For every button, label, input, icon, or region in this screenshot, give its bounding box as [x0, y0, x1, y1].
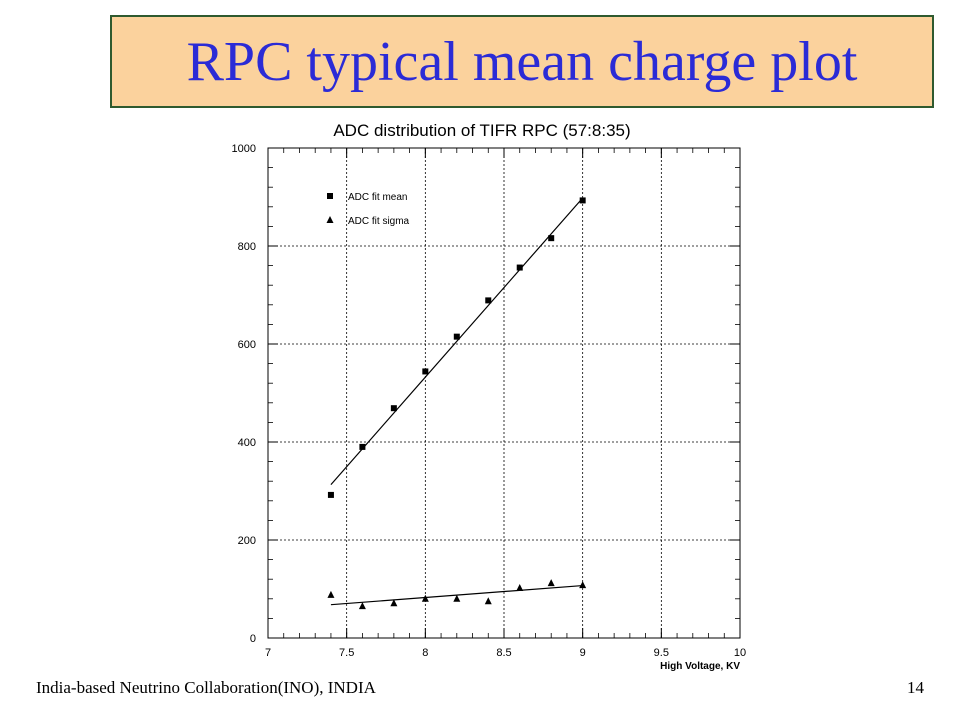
x-tick-label: 8	[422, 647, 428, 659]
y-tick-label: 200	[238, 535, 256, 547]
y-tick-label: 0	[250, 633, 256, 645]
x-tick-label: 8.5	[496, 647, 511, 659]
sigma-point	[547, 579, 555, 587]
y-tick-label: 1000	[232, 143, 256, 155]
legend-marker-triangle	[326, 216, 334, 223]
mean-point	[516, 264, 523, 271]
mean-point	[485, 297, 492, 304]
fit-line-mean	[330, 197, 584, 486]
slide-title: RPC typical mean charge plot	[186, 30, 858, 93]
sigma-point	[390, 599, 398, 607]
sigma-point	[358, 602, 366, 610]
x-tick-label: 7	[265, 647, 271, 659]
x-tick-label: 10	[734, 647, 746, 659]
legend-label: ADC fit mean	[348, 192, 407, 203]
title-box: RPC typical mean charge plot	[110, 15, 934, 108]
grid-lines	[268, 148, 740, 638]
sigma-point	[327, 590, 335, 598]
x-tick-label: 9	[580, 647, 586, 659]
legend: ADC fit mean ADC fit sigma	[326, 192, 410, 227]
fit-lines	[330, 197, 584, 606]
y-tick-label: 600	[238, 339, 256, 351]
data-points	[327, 197, 587, 610]
mean-point	[579, 197, 586, 204]
mean-point	[453, 333, 460, 340]
footer-organization: India-based Neutrino Collaboration(INO),…	[36, 678, 376, 697]
x-axis-label: High Voltage, KV	[660, 661, 740, 672]
sigma-point	[484, 597, 492, 605]
y-tick-label: 400	[238, 437, 256, 449]
x-tick-label: 9.5	[654, 647, 669, 659]
chart-title: ADC distribution of TIFR RPC (57:8:35)	[333, 121, 630, 140]
sigma-point	[579, 581, 587, 589]
legend-label: ADC fit sigma	[348, 216, 410, 227]
axis-ticks: 7 7.5 8 8.5 9 9.5 10 0 200 400 600 800 1000	[232, 143, 747, 659]
x-tick-label: 7.5	[339, 647, 354, 659]
mean-point	[422, 368, 429, 375]
mean-point	[327, 491, 334, 498]
sigma-point	[421, 594, 429, 602]
legend-marker-square	[327, 193, 333, 199]
y-tick-label: 800	[238, 241, 256, 253]
mean-point	[548, 235, 555, 242]
mean-point	[359, 443, 366, 450]
sigma-point	[516, 584, 524, 592]
page-number: 14	[907, 678, 924, 697]
mean-point	[390, 405, 397, 412]
sigma-point	[453, 594, 461, 602]
